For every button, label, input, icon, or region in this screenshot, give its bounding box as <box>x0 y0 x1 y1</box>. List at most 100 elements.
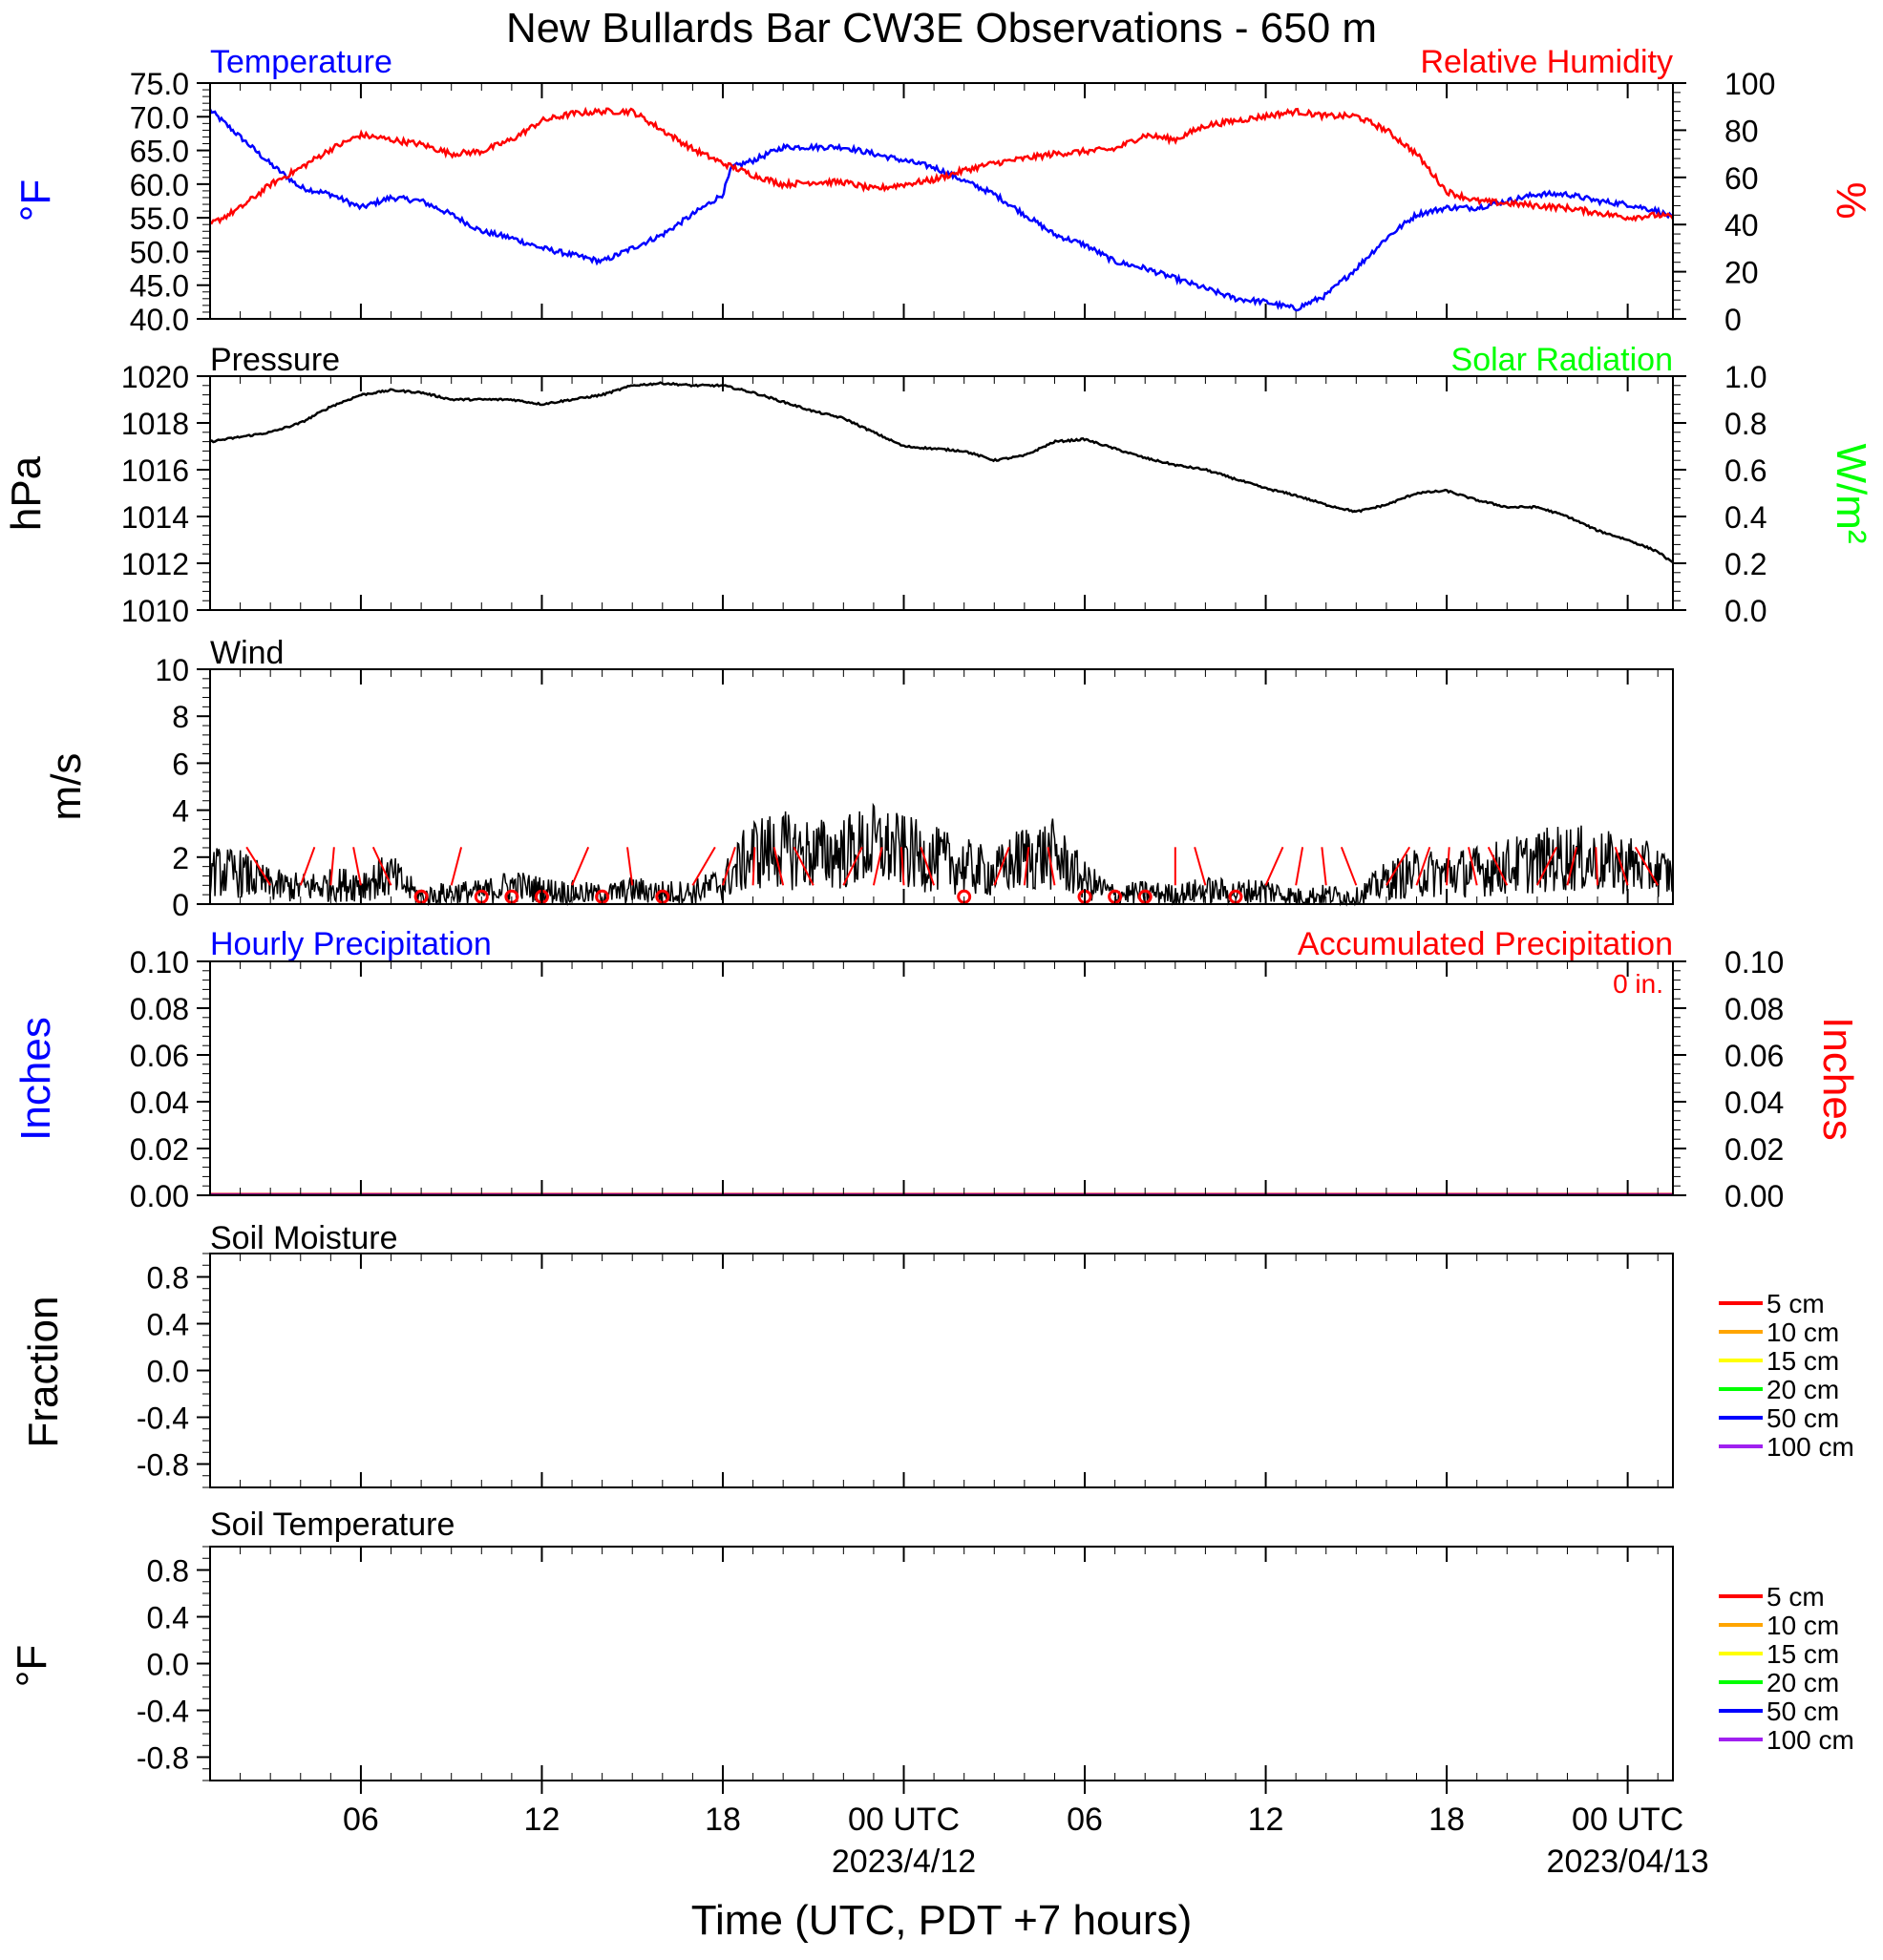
temp-y-ticks: 75.070.065.060.055.050.045.040.0 <box>130 67 210 337</box>
wind-y-ticks: 10 8 6 4 2 0 <box>155 653 210 922</box>
panel-title-solar-radiation: Solar Radiation <box>1451 342 1673 378</box>
axis-unit-temperature: °F <box>12 179 59 221</box>
soil-temp-y-tick-label: -0.4 <box>137 1695 189 1729</box>
panel-title-temperature: Temperature <box>210 44 392 80</box>
wind-barb <box>722 847 736 886</box>
temp-y-tick-label: 55.0 <box>130 201 189 236</box>
x-tick-label: 18 <box>705 1802 741 1838</box>
legend-label: 15 cm <box>1767 1346 1839 1376</box>
wind-barb <box>1340 846 1358 886</box>
wind-barb <box>329 847 335 886</box>
temp-rh-series <box>208 106 1675 312</box>
panel-frame <box>209 375 1674 611</box>
legend-label: 5 cm <box>1767 1582 1825 1612</box>
wind-barb <box>920 846 936 886</box>
chart-title: New Bullards Bar CW3E Observations - 650… <box>506 5 1377 52</box>
pressure-y-tick-label: 1012 <box>121 547 189 581</box>
wind-barb <box>993 846 1010 886</box>
humidity-y-tick-label: 40 <box>1724 208 1759 242</box>
temperature-line <box>208 108 1674 312</box>
legend-label: 15 cm <box>1767 1639 1839 1669</box>
panel-title-soil-temperature: Soil Temperature <box>210 1507 455 1543</box>
precip-y-ticks: 0.10 0.08 0.06 0.04 0.02 0.00 <box>130 945 210 1213</box>
wind-barb <box>1194 847 1207 886</box>
soil-moisture-y-tick-label: -0.4 <box>137 1402 189 1436</box>
solar-y-tick-label: 0.8 <box>1724 407 1767 441</box>
wind-barb <box>1415 846 1431 886</box>
wind-barb <box>1264 846 1284 886</box>
precip-y-tick-label: 0.10 <box>130 945 189 980</box>
axis-unit-solar: W/m² <box>1828 443 1874 543</box>
wind-y-tick-label: 6 <box>172 747 189 781</box>
x-tick-date-label: 2023/04/13 <box>1547 1844 1709 1880</box>
wind-barb <box>1295 847 1304 886</box>
wind-speed-line <box>209 802 1674 907</box>
legend-label: 20 cm <box>1767 1375 1839 1404</box>
soil-temp-y-tick-label: 0.8 <box>147 1554 189 1589</box>
humidity-line <box>209 106 1675 225</box>
wind-barb <box>872 847 883 886</box>
wind-barb <box>1321 847 1327 886</box>
pressure-line <box>209 381 1674 564</box>
wind-y-tick-label: 10 <box>155 653 189 687</box>
panel-precipitation: Hourly Precipitation Accumulated Precipi… <box>12 926 1861 1213</box>
temp-y-tick-label: 40.0 <box>130 303 189 337</box>
soil-temp-y-tick-label: 0.0 <box>147 1648 189 1682</box>
panel-title-pressure: Pressure <box>210 342 340 378</box>
temp-y-tick-label: 50.0 <box>130 235 189 269</box>
soil-temperature-y-ticks: 0.8 0.4 0.0 -0.4 -0.8 <box>137 1546 210 1781</box>
legend-label: 10 cm <box>1767 1611 1839 1640</box>
solar-y-tick-label: 1.0 <box>1724 360 1767 394</box>
wind-barb <box>245 846 272 886</box>
wind-barb <box>1595 847 1599 886</box>
axis-unit-humidity: % <box>1828 181 1874 219</box>
soil-moisture-y-tick-label: 0.8 <box>147 1261 189 1296</box>
soil-moisture-y-tick-label: 0.0 <box>147 1355 189 1389</box>
precip-y-tick-label: 0.06 <box>130 1039 189 1073</box>
wind-barb <box>1566 847 1577 886</box>
wind-barb <box>1468 847 1478 886</box>
wind-barb <box>1634 846 1660 886</box>
wind-y-tick-label: 4 <box>172 794 189 829</box>
panel-soil-temperature: Soil Temperature °F 0.8 0.4 0.0 -0.4 -0.8 5 … <box>9 1507 1854 1781</box>
panel-title-hourly-precip: Hourly Precipitation <box>210 926 492 962</box>
humidity-y-tick-label: 100 <box>1724 67 1775 101</box>
humidity-y-tick-label: 80 <box>1724 114 1759 148</box>
solar-y-ticks: 1.0 0.8 0.6 0.4 0.2 0.0 <box>1673 360 1767 628</box>
pressure-y-ticks: 1020 1018 1016 1014 1012 1010 <box>121 360 210 628</box>
humidity-y-ticks: 100 80 60 40 20 0 <box>1673 67 1775 337</box>
wind-barb <box>751 847 756 886</box>
soil-moisture-y-tick-label: -0.8 <box>137 1448 189 1483</box>
legend-label: 50 cm <box>1767 1403 1839 1433</box>
wind-barb <box>1487 846 1509 886</box>
panel-temperature-humidity: Temperature Relative Humidity °F % 75.07… <box>12 44 1874 337</box>
x-tick-date-label: 2023/4/12 <box>832 1844 976 1880</box>
wind-barb <box>1023 847 1030 886</box>
axis-unit-accum-precip: Inches <box>1814 1017 1861 1141</box>
accum-precip-y-tick-label: 0.04 <box>1724 1085 1784 1120</box>
soil-moisture-y-tick-label: 0.4 <box>147 1308 189 1342</box>
panel-wind: Wind m/s 10 8 6 4 2 0 <box>43 635 1674 922</box>
axis-unit-wind: m/s <box>43 753 90 821</box>
wind-barb <box>793 846 815 886</box>
wind-barb <box>899 847 905 886</box>
panel-title-soil-moisture: Soil Moisture <box>210 1220 398 1256</box>
accum-precip-y-tick-label: 0.08 <box>1724 992 1784 1026</box>
wind-y-tick-label: 2 <box>172 841 189 875</box>
wind-barb <box>371 846 392 886</box>
pressure-y-tick-label: 1020 <box>121 360 189 394</box>
accum-precip-y-tick-label: 0.02 <box>1724 1132 1784 1167</box>
panel-frame <box>209 1253 1674 1488</box>
axis-unit-soil-moisture: Fraction <box>20 1296 67 1448</box>
panel-title-accum-precip: Accumulated Precipitation <box>1298 926 1673 962</box>
wind-barb <box>299 846 316 886</box>
accum-precip-y-tick-label: 0.00 <box>1724 1179 1784 1213</box>
accum-precip-y-ticks: 0.10 0.08 0.06 0.04 0.02 0.00 <box>1673 945 1784 1213</box>
x-tick-label: 00 UTC <box>848 1802 960 1838</box>
pressure-y-tick-label: 1010 <box>121 594 189 628</box>
wind-y-tick-label: 8 <box>172 700 189 734</box>
wind-barb <box>1614 847 1629 886</box>
